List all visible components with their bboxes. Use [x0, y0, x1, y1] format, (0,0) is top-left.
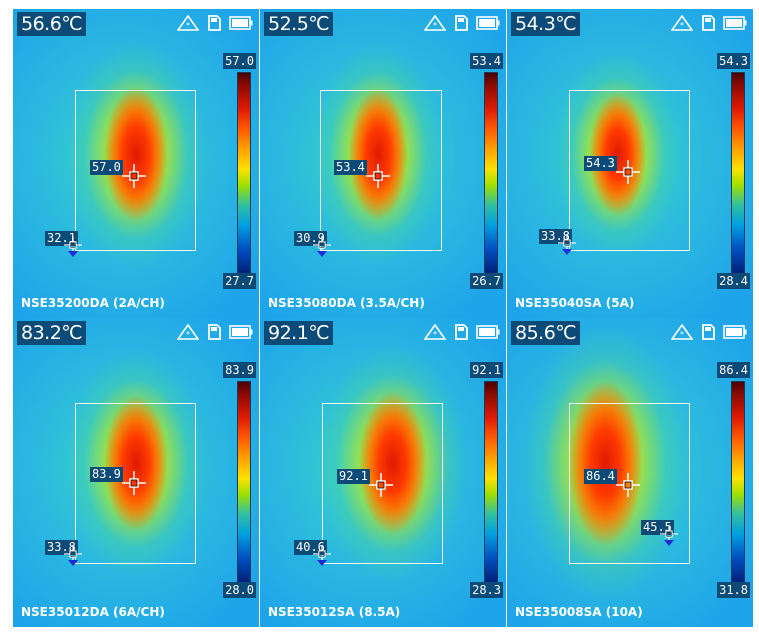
device-caption: NSE35012DA (6A/CH): [21, 605, 165, 619]
sd-card-icon: [701, 324, 715, 340]
color-scale-bar: [237, 72, 251, 274]
scale-min: 31.8: [717, 582, 750, 598]
brightness-icon: *: [177, 324, 199, 340]
sd-card-icon: [701, 15, 715, 31]
scale-max: 57.0: [223, 53, 256, 69]
battery-icon: [723, 325, 747, 339]
brightness-icon: *: [424, 324, 446, 340]
cold-spot-arrow-icon: [664, 540, 674, 546]
scale-min: 28.4: [717, 273, 750, 289]
thermal-image: [260, 318, 506, 627]
cold-spot-crosshair: [64, 236, 82, 254]
svg-text:*: *: [433, 330, 437, 339]
hot-spot-label: 54.3: [584, 156, 617, 171]
device-caption: NSE35012SA (8.5A): [268, 605, 401, 619]
hot-spot-crosshair: [369, 473, 393, 497]
scale-max: 83.9: [223, 362, 256, 378]
status-icons: *: [424, 324, 500, 340]
thermal-panel: 54.3℃ * 54.3 28.4 54.3 33.8 NSE35040SA (5A): [507, 9, 753, 318]
center-temperature: 92.1℃: [264, 321, 334, 345]
color-scale-bar: [731, 72, 745, 274]
hot-spot-label: 86.4: [584, 469, 617, 484]
scale-min: 28.0: [223, 582, 256, 598]
cold-spot-label: 30.9: [294, 231, 327, 246]
center-temperature: 54.3℃: [511, 12, 581, 36]
thermal-panel: 92.1℃ * 92.1 28.3 92.1 40.6 NSE35012SA (8.5A): [260, 318, 506, 627]
color-scale-bar: [484, 381, 498, 583]
measurement-box: [569, 90, 690, 251]
hot-spot-label: 83.9: [90, 467, 123, 482]
cold-spot-label: 40.6: [294, 540, 327, 555]
cold-spot-arrow-icon: [317, 251, 327, 257]
hot-spot-crosshair: [616, 160, 640, 184]
status-icons: *: [424, 15, 500, 31]
battery-icon: [476, 325, 500, 339]
battery-icon: [723, 16, 747, 30]
sd-card-icon: [207, 324, 221, 340]
sd-card-icon: [454, 324, 468, 340]
thermal-image: [507, 9, 753, 318]
brightness-icon: *: [671, 15, 693, 31]
brightness-icon: *: [424, 15, 446, 31]
cold-spot-arrow-icon: [68, 560, 78, 566]
thermal-panel: 52.5℃ * 53.4 26.7 53.4 30.9 NSE35080DA (3.5A/C…: [260, 9, 506, 318]
color-scale-bar: [237, 381, 251, 583]
hot-spot-crosshair: [122, 471, 146, 495]
scale-min: 28.3: [470, 582, 503, 598]
device-caption: NSE35008SA (10A): [515, 605, 643, 619]
hot-spot-crosshair: [366, 164, 390, 188]
thermal-panel: 85.6℃ * 86.4 31.8 86.4 45.5 NSE35008SA (10A): [507, 318, 753, 627]
scale-max: 54.3: [717, 53, 750, 69]
measurement-box: [320, 90, 442, 251]
scale-max: 53.4: [470, 53, 503, 69]
scale-max: 92.1: [470, 362, 503, 378]
status-icons: *: [671, 15, 747, 31]
thermal-panel: 83.2℃ * 83.9 28.0 83.9 33.8 NSE35012DA (6A/CH): [13, 318, 259, 627]
svg-text:*: *: [186, 21, 190, 30]
hot-spot-label: 53.4: [334, 160, 367, 175]
color-scale-bar: [731, 381, 745, 583]
thermal-image: [13, 9, 259, 318]
center-temperature: 85.6℃: [511, 321, 581, 345]
device-caption: NSE35080DA (3.5A/CH): [268, 296, 425, 310]
scale-min: 27.7: [223, 273, 256, 289]
cold-spot-arrow-icon: [317, 560, 327, 566]
thermal-image: [13, 318, 259, 627]
measurement-box: [569, 403, 690, 564]
center-temperature: 56.6℃: [17, 12, 87, 36]
measurement-box: [75, 90, 196, 251]
svg-text:*: *: [433, 21, 437, 30]
thermal-image: [260, 9, 506, 318]
device-caption: NSE35200DA (2A/CH): [21, 296, 165, 310]
svg-text:*: *: [186, 330, 190, 339]
scale-min: 26.7: [470, 273, 503, 289]
battery-icon: [229, 16, 253, 30]
hot-spot-crosshair: [616, 473, 640, 497]
color-scale-bar: [484, 72, 498, 274]
svg-text:*: *: [680, 21, 684, 30]
measurement-box: [75, 403, 196, 564]
battery-icon: [476, 16, 500, 30]
status-icons: *: [671, 324, 747, 340]
brightness-icon: *: [671, 324, 693, 340]
brightness-icon: *: [177, 15, 199, 31]
hot-spot-crosshair: [122, 164, 146, 188]
sd-card-icon: [454, 15, 468, 31]
center-temperature: 52.5℃: [264, 12, 334, 36]
cold-spot-arrow-icon: [68, 251, 78, 257]
cold-spot-arrow-icon: [562, 249, 572, 255]
center-temperature: 83.2℃: [17, 321, 87, 345]
status-icons: *: [177, 15, 253, 31]
sd-card-icon: [207, 15, 221, 31]
battery-icon: [229, 325, 253, 339]
hot-spot-label: 57.0: [90, 160, 123, 175]
measurement-box: [322, 403, 443, 564]
status-icons: *: [177, 324, 253, 340]
device-caption: NSE35040SA (5A): [515, 296, 635, 310]
scale-max: 86.4: [717, 362, 750, 378]
thermal-image: [507, 318, 753, 627]
thermal-panel: 56.6℃ * 57.0 27.7 57.0 32.1 NSE35200DA (2A/CH): [13, 9, 259, 318]
hot-spot-label: 92.1: [337, 469, 370, 484]
svg-text:*: *: [680, 330, 684, 339]
